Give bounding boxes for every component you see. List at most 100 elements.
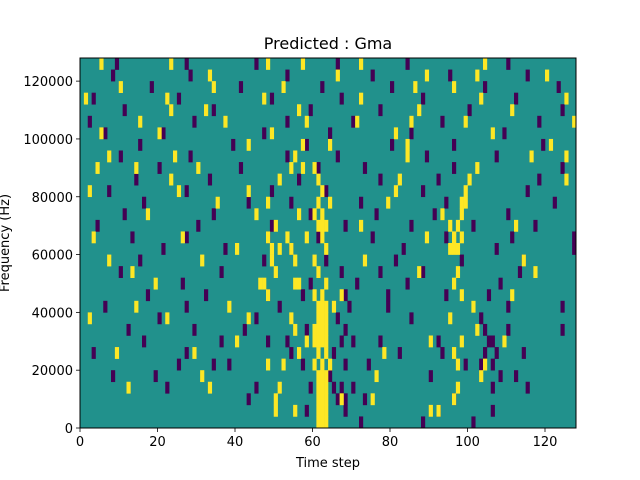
heatmap-cell-high: [514, 219, 519, 232]
heatmap-cell-low: [192, 323, 197, 336]
heatmap-cell-high: [463, 196, 468, 209]
heatmap-cell-low: [95, 219, 100, 232]
heatmap-cell-high: [459, 231, 464, 244]
heatmap-cell-high: [320, 208, 325, 221]
heatmap-cell-low: [370, 69, 375, 82]
heatmap-cell-high: [289, 312, 294, 325]
heatmap-cell-low: [510, 231, 515, 244]
heatmap-cell-low: [525, 185, 530, 198]
heatmap-cell-high: [316, 393, 321, 406]
heatmap-cell-low: [444, 289, 449, 302]
heatmap-cell-high: [564, 150, 569, 163]
heatmap-cell-high: [297, 104, 302, 117]
heatmap-cell-low: [560, 104, 565, 117]
heatmap-cell-low: [541, 138, 546, 151]
heatmap-cell-high: [99, 58, 104, 70]
heatmap-cell-low: [165, 381, 170, 394]
heatmap-cell-low: [285, 150, 290, 163]
heatmap-cell-high: [424, 231, 430, 244]
heatmap-cell-high: [211, 81, 216, 93]
heatmap-cell-low: [374, 208, 379, 221]
heatmap-cell-high: [262, 92, 267, 105]
heatmap-cell-high: [293, 404, 298, 417]
heatmap-cell-high: [324, 323, 329, 336]
heatmap-cell-high: [246, 312, 251, 325]
heatmap-cell-high: [320, 416, 325, 429]
heatmap-cell-low: [378, 335, 383, 348]
heatmap-cell-high: [324, 370, 329, 383]
heatmap-cell-high: [223, 115, 228, 128]
heatmap-cell-high: [448, 312, 453, 325]
heatmap-cell-low: [308, 277, 313, 290]
heatmap-cell-high: [455, 243, 461, 255]
heatmap-cell-low: [486, 335, 492, 348]
heatmap-cell-low: [506, 208, 511, 221]
heatmap-cell-low: [409, 127, 414, 140]
heatmap-cell-high: [312, 323, 317, 336]
heatmap-cell-high: [320, 323, 325, 336]
heatmap-cell-low: [452, 162, 457, 174]
heatmap-cell-low: [242, 323, 247, 336]
heatmap-cell-high: [266, 289, 271, 302]
heatmap-cell-low: [514, 370, 519, 383]
heatmap-cell-low: [231, 138, 236, 151]
heatmap-cell-high: [324, 393, 329, 406]
heatmap-cell-low: [537, 115, 542, 128]
heatmap-cell-high: [153, 277, 158, 290]
heatmap-cell-low: [409, 312, 414, 325]
heatmap-cell-high: [83, 92, 89, 105]
heatmap-cell-low: [114, 58, 120, 70]
heatmap-cell-low: [138, 254, 143, 267]
heatmap-cell-low: [138, 138, 143, 151]
heatmap-cell-low: [444, 196, 449, 209]
heatmap-cell-high: [463, 185, 468, 198]
heatmap-cell-low: [397, 347, 402, 359]
heatmap-cell-high: [312, 254, 317, 267]
heatmap-cell-high: [479, 92, 484, 105]
heatmap-cell-high: [316, 312, 321, 325]
heatmap-cell-high: [169, 173, 174, 186]
heatmap-cell-high: [145, 208, 151, 221]
heatmap-cell-high: [455, 381, 461, 394]
heatmap-plot-area: [79, 57, 577, 429]
heatmap-cell-high: [355, 115, 360, 128]
heatmap-cell-low: [506, 58, 511, 70]
heatmap-cell-low: [452, 138, 457, 151]
heatmap-cell-high: [510, 104, 515, 117]
heatmap-cell-low: [560, 162, 565, 174]
heatmap-cell-high: [200, 370, 205, 383]
heatmap-cell-high: [339, 393, 344, 406]
heatmap-cell-high: [165, 92, 170, 105]
heatmap-cell-low: [467, 104, 472, 117]
heatmap-cell-low: [521, 347, 526, 359]
heatmap-cell-high: [335, 69, 340, 82]
heatmap-cell-high: [463, 115, 468, 128]
heatmap-cell-high: [424, 69, 430, 82]
heatmap-cell-high: [316, 300, 321, 313]
heatmap-cell-high: [297, 347, 302, 359]
heatmap-cell-low: [227, 358, 232, 371]
heatmap-cell-high: [413, 81, 418, 93]
heatmap-cell-low: [91, 92, 96, 105]
heatmap-cell-low: [176, 92, 182, 105]
heatmap-cell-low: [424, 150, 430, 163]
heatmap-cell-low: [351, 381, 356, 394]
heatmap-cell-high: [359, 219, 364, 232]
heatmap-cell-high: [529, 150, 534, 163]
heatmap-cell-low: [351, 115, 356, 128]
heatmap-cell-low: [204, 289, 209, 302]
heatmap-cell-low: [370, 231, 375, 244]
heatmap-cell-high: [293, 323, 298, 336]
heatmap-cell-low: [378, 104, 383, 117]
heatmap-cell-low: [401, 243, 406, 255]
heatmap-cell-high: [269, 254, 275, 267]
heatmap-cell-high: [312, 289, 317, 302]
heatmap-cell-high: [459, 208, 464, 221]
heatmap-cell-high: [235, 243, 240, 255]
heatmap-cell-high: [293, 277, 298, 290]
heatmap-cell-low: [157, 312, 162, 325]
heatmap-cell-high: [118, 81, 123, 93]
heatmap-cell-high: [320, 358, 325, 371]
heatmap-cell-high: [316, 219, 321, 232]
heatmap-cell-high: [277, 243, 282, 255]
